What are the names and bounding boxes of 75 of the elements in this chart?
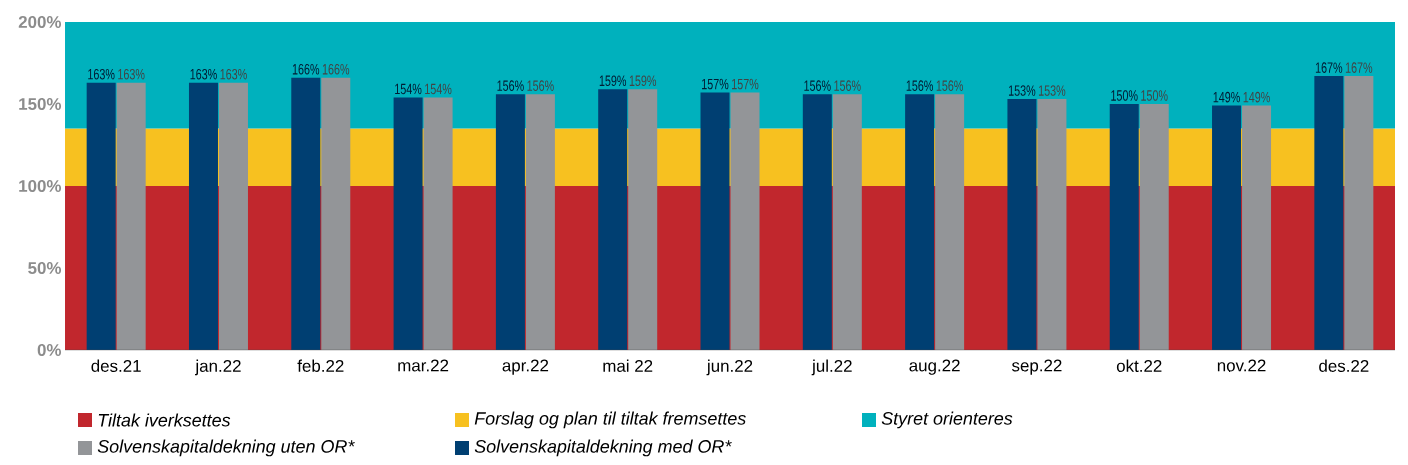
x-tick-label: des.21 [91,359,141,372]
bar [188,82,218,350]
data-label: 159% [599,75,627,87]
data-label: 154% [395,83,422,95]
x-tick-label: jan.22 [195,359,241,376]
bar [291,77,321,350]
bar [1109,103,1139,350]
bar [628,89,658,350]
bar [730,92,760,350]
bar [700,92,730,350]
bar [1139,103,1169,350]
data-label: 153% [1008,85,1036,96]
data-label: 163% [220,68,247,80]
legend-label: Solvenskapitaldekning med OR* [474,439,732,457]
y-tick-label: 150% [19,97,62,110]
x-tick-label: feb.22 [297,359,344,372]
bar [802,94,832,350]
data-label: 167% [1345,62,1373,73]
data-label: 159% [629,75,657,87]
bar [525,94,555,350]
y-tick-label: 100% [19,179,62,192]
legend-label: Tiltak iverksettes [98,413,231,427]
x-tick-label: jul.22 [811,359,852,376]
data-label: 150% [1141,90,1168,101]
bar [1212,105,1242,350]
data-label: 163% [88,68,115,80]
bar [1344,76,1374,350]
x-tick-label: jun.22 [706,359,753,376]
x-tick-label: sep.22 [1011,359,1062,375]
data-label: 156% [834,80,861,91]
data-label: 167% [1315,62,1343,73]
bar [393,97,423,350]
bar [1007,99,1037,350]
data-label: 156% [936,80,963,91]
data-label: 157% [702,78,729,90]
bar [598,89,628,350]
data-label: 157% [732,78,759,90]
data-label: 166% [292,63,320,75]
x-tick-label: apr.22 [502,359,549,375]
x-tick-label: nov.22 [1217,359,1266,372]
data-label: 166% [322,63,350,75]
bar [116,82,146,350]
y-tick-label: 50% [28,261,62,274]
x-tick-label: des.22 [1319,359,1369,372]
x-tick-label: okt.22 [1116,359,1162,372]
bar [1037,99,1067,350]
legend-label: Forslag og plan til tiltak fremsettes [474,411,746,429]
bar [1242,105,1272,350]
bar [935,94,965,350]
bar [86,82,116,350]
data-label: 149% [1243,91,1270,103]
legend-label: Styret orienteres [881,411,1013,429]
data-label: 163% [118,68,145,80]
data-label: 163% [190,68,217,80]
y-tick-label: 0% [37,343,62,356]
data-label: 149% [1213,91,1240,103]
x-tick-label: mar.22 [398,359,449,372]
bar [832,94,862,350]
bar [321,77,351,350]
y-tick-label: 200% [18,15,62,28]
data-label: 156% [497,80,524,91]
x-tick-label: aug.22 [909,359,960,375]
x-tick-label: mai 22 [603,359,653,372]
data-label: 153% [1038,85,1066,96]
bar [1314,76,1344,350]
data-label: 154% [425,83,452,95]
bar [905,94,935,350]
bar [423,97,453,350]
data-label: 156% [906,80,933,91]
legend-label: Solvenskapitaldekning uten OR* [97,439,355,457]
bar [495,94,525,350]
data-label: 156% [527,80,554,91]
bar [218,82,248,350]
data-label: 156% [804,80,831,91]
data-label: 150% [1111,90,1138,101]
